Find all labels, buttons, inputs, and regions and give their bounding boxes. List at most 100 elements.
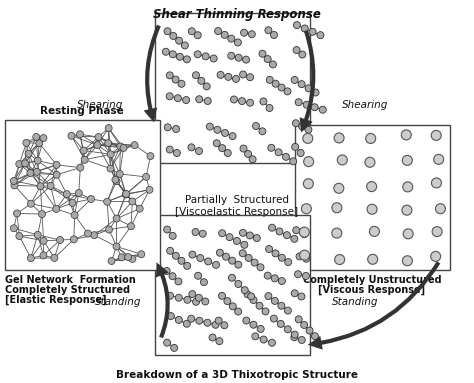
Circle shape — [401, 130, 411, 140]
Circle shape — [34, 231, 41, 238]
Circle shape — [27, 170, 34, 177]
Circle shape — [301, 25, 308, 32]
Circle shape — [120, 144, 127, 151]
Circle shape — [250, 321, 257, 328]
Circle shape — [226, 234, 233, 241]
Circle shape — [40, 252, 47, 259]
Circle shape — [210, 55, 217, 62]
Circle shape — [178, 257, 185, 264]
Circle shape — [292, 143, 299, 151]
Circle shape — [278, 278, 285, 285]
Circle shape — [334, 133, 344, 143]
Circle shape — [291, 334, 298, 341]
Circle shape — [131, 142, 138, 149]
Circle shape — [182, 97, 190, 103]
Circle shape — [266, 105, 273, 111]
Circle shape — [272, 298, 278, 304]
Circle shape — [21, 160, 28, 167]
Circle shape — [113, 215, 120, 222]
Circle shape — [38, 211, 46, 218]
Circle shape — [175, 278, 182, 285]
Circle shape — [240, 71, 246, 78]
Circle shape — [431, 251, 441, 261]
Circle shape — [129, 255, 136, 262]
Circle shape — [301, 231, 308, 238]
Circle shape — [178, 80, 185, 87]
Circle shape — [164, 226, 171, 233]
Circle shape — [33, 133, 40, 141]
Circle shape — [104, 198, 110, 205]
Circle shape — [291, 236, 298, 242]
Circle shape — [64, 191, 70, 198]
Circle shape — [369, 226, 379, 236]
Circle shape — [217, 71, 224, 79]
Circle shape — [295, 99, 302, 106]
Circle shape — [84, 230, 91, 237]
Circle shape — [317, 32, 324, 39]
Circle shape — [192, 229, 199, 236]
Circle shape — [27, 255, 34, 262]
Circle shape — [266, 76, 273, 83]
Circle shape — [175, 294, 182, 301]
Circle shape — [402, 155, 412, 165]
Circle shape — [290, 158, 297, 165]
Circle shape — [71, 211, 78, 219]
Circle shape — [173, 149, 181, 157]
Circle shape — [299, 123, 306, 130]
Circle shape — [269, 61, 276, 68]
Text: Completely Unstructured: Completely Unstructured — [303, 275, 441, 285]
Circle shape — [299, 227, 310, 237]
FancyArrowPatch shape — [155, 262, 170, 338]
Circle shape — [252, 333, 259, 340]
Circle shape — [184, 262, 191, 269]
Circle shape — [304, 157, 314, 167]
Circle shape — [36, 140, 43, 147]
Circle shape — [337, 155, 347, 165]
Circle shape — [16, 232, 23, 240]
Text: Completely Structured: Completely Structured — [5, 285, 130, 295]
Circle shape — [219, 230, 226, 237]
Circle shape — [295, 316, 302, 323]
Circle shape — [229, 303, 236, 310]
Circle shape — [25, 150, 32, 157]
Circle shape — [368, 254, 378, 264]
Circle shape — [259, 128, 266, 135]
Circle shape — [164, 124, 171, 131]
Circle shape — [188, 315, 195, 322]
Circle shape — [247, 293, 255, 300]
Circle shape — [303, 179, 313, 189]
Circle shape — [301, 321, 308, 329]
Circle shape — [33, 168, 40, 175]
Circle shape — [249, 156, 256, 163]
Circle shape — [183, 56, 191, 63]
Circle shape — [260, 336, 267, 343]
Circle shape — [332, 203, 342, 213]
Circle shape — [143, 173, 150, 180]
Circle shape — [166, 72, 173, 79]
Circle shape — [240, 145, 247, 152]
Circle shape — [209, 334, 216, 341]
Circle shape — [241, 29, 247, 36]
Circle shape — [259, 50, 266, 57]
Circle shape — [257, 326, 264, 332]
Circle shape — [268, 339, 275, 346]
Circle shape — [198, 77, 205, 84]
Circle shape — [129, 198, 136, 205]
Circle shape — [216, 338, 223, 345]
Circle shape — [264, 56, 271, 62]
Circle shape — [311, 333, 319, 340]
Circle shape — [166, 93, 173, 100]
Circle shape — [219, 145, 226, 152]
Circle shape — [284, 88, 291, 95]
Circle shape — [269, 224, 275, 231]
Circle shape — [235, 261, 242, 268]
Circle shape — [302, 272, 310, 280]
Circle shape — [173, 126, 180, 133]
Circle shape — [431, 178, 441, 188]
Circle shape — [365, 157, 375, 167]
Circle shape — [195, 147, 202, 154]
Circle shape — [196, 96, 203, 103]
Circle shape — [206, 123, 213, 130]
Circle shape — [95, 134, 102, 141]
Circle shape — [293, 21, 301, 29]
